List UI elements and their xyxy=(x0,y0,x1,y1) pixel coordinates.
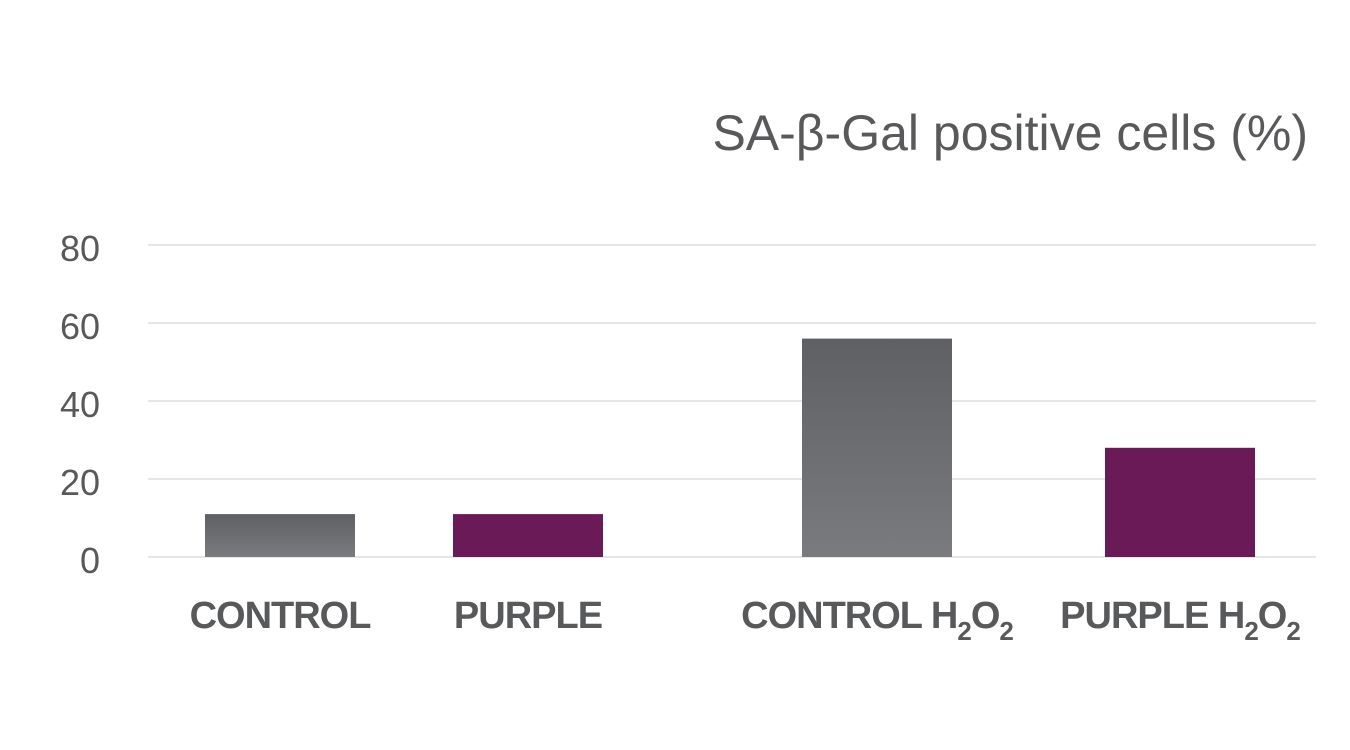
y-tick-label: 80 xyxy=(60,228,100,269)
x-tick-label: PURPLE H2​O2​ xyxy=(1060,595,1300,646)
x-tick-label: CONTROL H2​O2​ xyxy=(741,595,1013,646)
bar xyxy=(205,514,355,557)
y-tick-label: 40 xyxy=(60,384,100,425)
y-tick-label: 60 xyxy=(60,306,100,347)
x-axis-ticks: CONTROL PURPLE CONTROL H2​O2​ PURPLE H2​O2​ xyxy=(190,595,1302,646)
x-tick-label: PURPLE xyxy=(454,595,602,637)
chart-title: SA-β-Gal positive cells (%) xyxy=(712,105,1308,161)
y-tick-label: 20 xyxy=(60,462,100,503)
x-tick-label: CONTROL xyxy=(190,595,372,637)
bar xyxy=(1105,447,1255,557)
y-axis-ticks: 0 20 40 60 80 xyxy=(60,228,100,581)
bar xyxy=(453,514,603,557)
bars xyxy=(205,338,1255,557)
y-tick-label: 0 xyxy=(80,540,100,581)
bar xyxy=(802,338,952,557)
